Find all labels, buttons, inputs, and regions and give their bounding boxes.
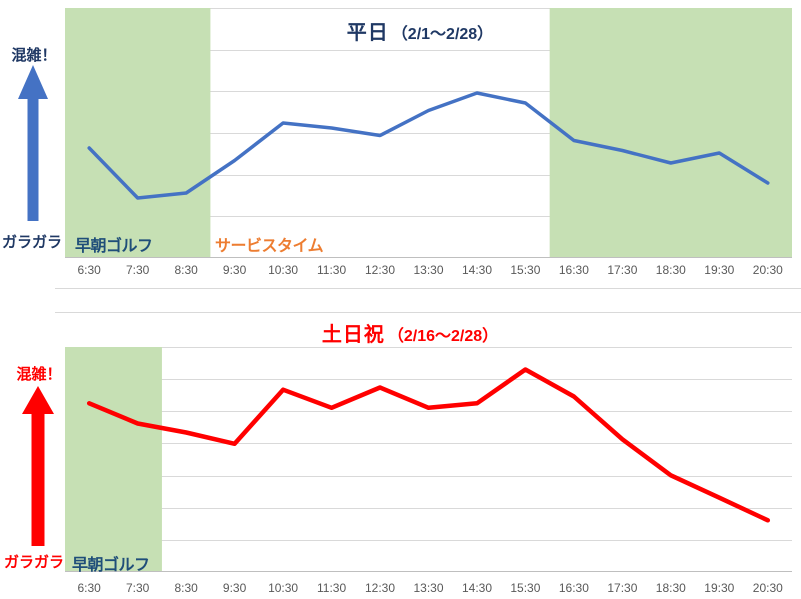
x-axis-label: 14:30 [461, 581, 493, 595]
x-axis-label: 13:30 [413, 581, 444, 595]
x-axis-label: 17:30 [607, 263, 638, 277]
x-axis-label: 17:30 [607, 581, 638, 595]
weekday-title-text: 平日 [346, 22, 389, 44]
x-axis-label: 18:30 [655, 263, 686, 277]
weekend-x-axis: 6:30 7:30 8:30 9:30 10:30 11:30 12:30 13:30 14:3… [65, 581, 792, 597]
x-axis-label: 15:30 [510, 581, 541, 595]
weekday-crowded-label: 混雑！ [11, 47, 57, 64]
weekday-chart-bottom-border [55, 288, 801, 289]
weekend-crowded-label: 混雑！ [16, 366, 62, 383]
x-axis-label: 8:30 [174, 581, 198, 595]
x-axis-label: 12:30 [364, 263, 396, 277]
x-axis-label: 18:30 [655, 581, 686, 595]
weekday-empty-label: ガラガラ [1, 234, 62, 251]
weekend-up-arrow-icon [22, 386, 54, 546]
weekday-service-time-label: サービスタイム [215, 238, 324, 255]
weekday-early-golf-label: 早朝ゴルフ [75, 238, 153, 255]
up-arrow-shape [22, 386, 54, 546]
weekday-plot-svg [65, 8, 792, 258]
x-axis-label: 13:30 [413, 263, 444, 277]
weekday-chart-title: 平日 （2/1～2/28） [80, 16, 760, 45]
x-axis-label: 8:30 [174, 263, 198, 277]
x-axis-label: 16:30 [558, 263, 589, 277]
x-axis-label: 11:30 [317, 581, 347, 595]
x-axis-label: 10:30 [268, 263, 299, 277]
x-axis-label: 20:30 [752, 581, 783, 595]
x-axis-label: 10:30 [268, 581, 299, 595]
weekend-plot-svg [65, 347, 792, 572]
x-axis-label: 14:30 [461, 263, 493, 277]
x-axis-label: 16:30 [558, 581, 589, 595]
weekday-x-axis: 6:30 7:30 8:30 9:30 10:30 11:30 12:30 13:30 14:3… [65, 263, 792, 279]
x-axis-label: 6:30 [77, 581, 101, 595]
x-axis-label: 6:30 [77, 263, 101, 277]
weekend-title-period: （2/16～2/28） [387, 328, 499, 345]
x-axis-label: 15:30 [510, 263, 541, 277]
weekend-empty-label: ガラガラ [3, 554, 64, 571]
weekend-chart-top-border [55, 312, 801, 313]
x-axis-label: 19:30 [704, 263, 735, 277]
weekend-early-golf-label: 早朝ゴルフ [72, 557, 150, 574]
x-axis-label: 9:30 [222, 263, 247, 277]
weekday-title-period: （2/1～2/28） [391, 26, 494, 43]
weekend-title-text: 土日祝 [321, 324, 385, 346]
x-axis-label: 7:30 [126, 581, 150, 595]
weekend-chart-title: 土日祝 （2/16～2/28） [60, 318, 760, 347]
x-axis-label: 19:30 [704, 581, 735, 595]
x-axis-label: 9:30 [222, 581, 247, 595]
up-arrow-shape [18, 65, 48, 221]
weekday-up-arrow-icon [18, 65, 48, 221]
x-axis-label: 20:30 [752, 263, 783, 277]
x-axis-label: 7:30 [126, 263, 150, 277]
x-axis-label: 11:30 [317, 263, 347, 277]
x-axis-label: 12:30 [364, 581, 396, 595]
